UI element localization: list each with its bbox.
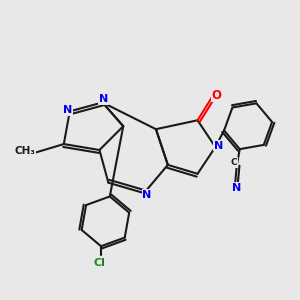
Text: Cl: Cl (94, 259, 106, 269)
Text: N: N (63, 105, 72, 115)
Text: N: N (99, 94, 109, 104)
Text: O: O (212, 88, 222, 101)
Text: N: N (232, 183, 242, 193)
Text: N: N (142, 190, 152, 200)
Text: C: C (231, 158, 237, 167)
Text: N: N (214, 140, 224, 151)
Text: CH₃: CH₃ (14, 146, 35, 157)
